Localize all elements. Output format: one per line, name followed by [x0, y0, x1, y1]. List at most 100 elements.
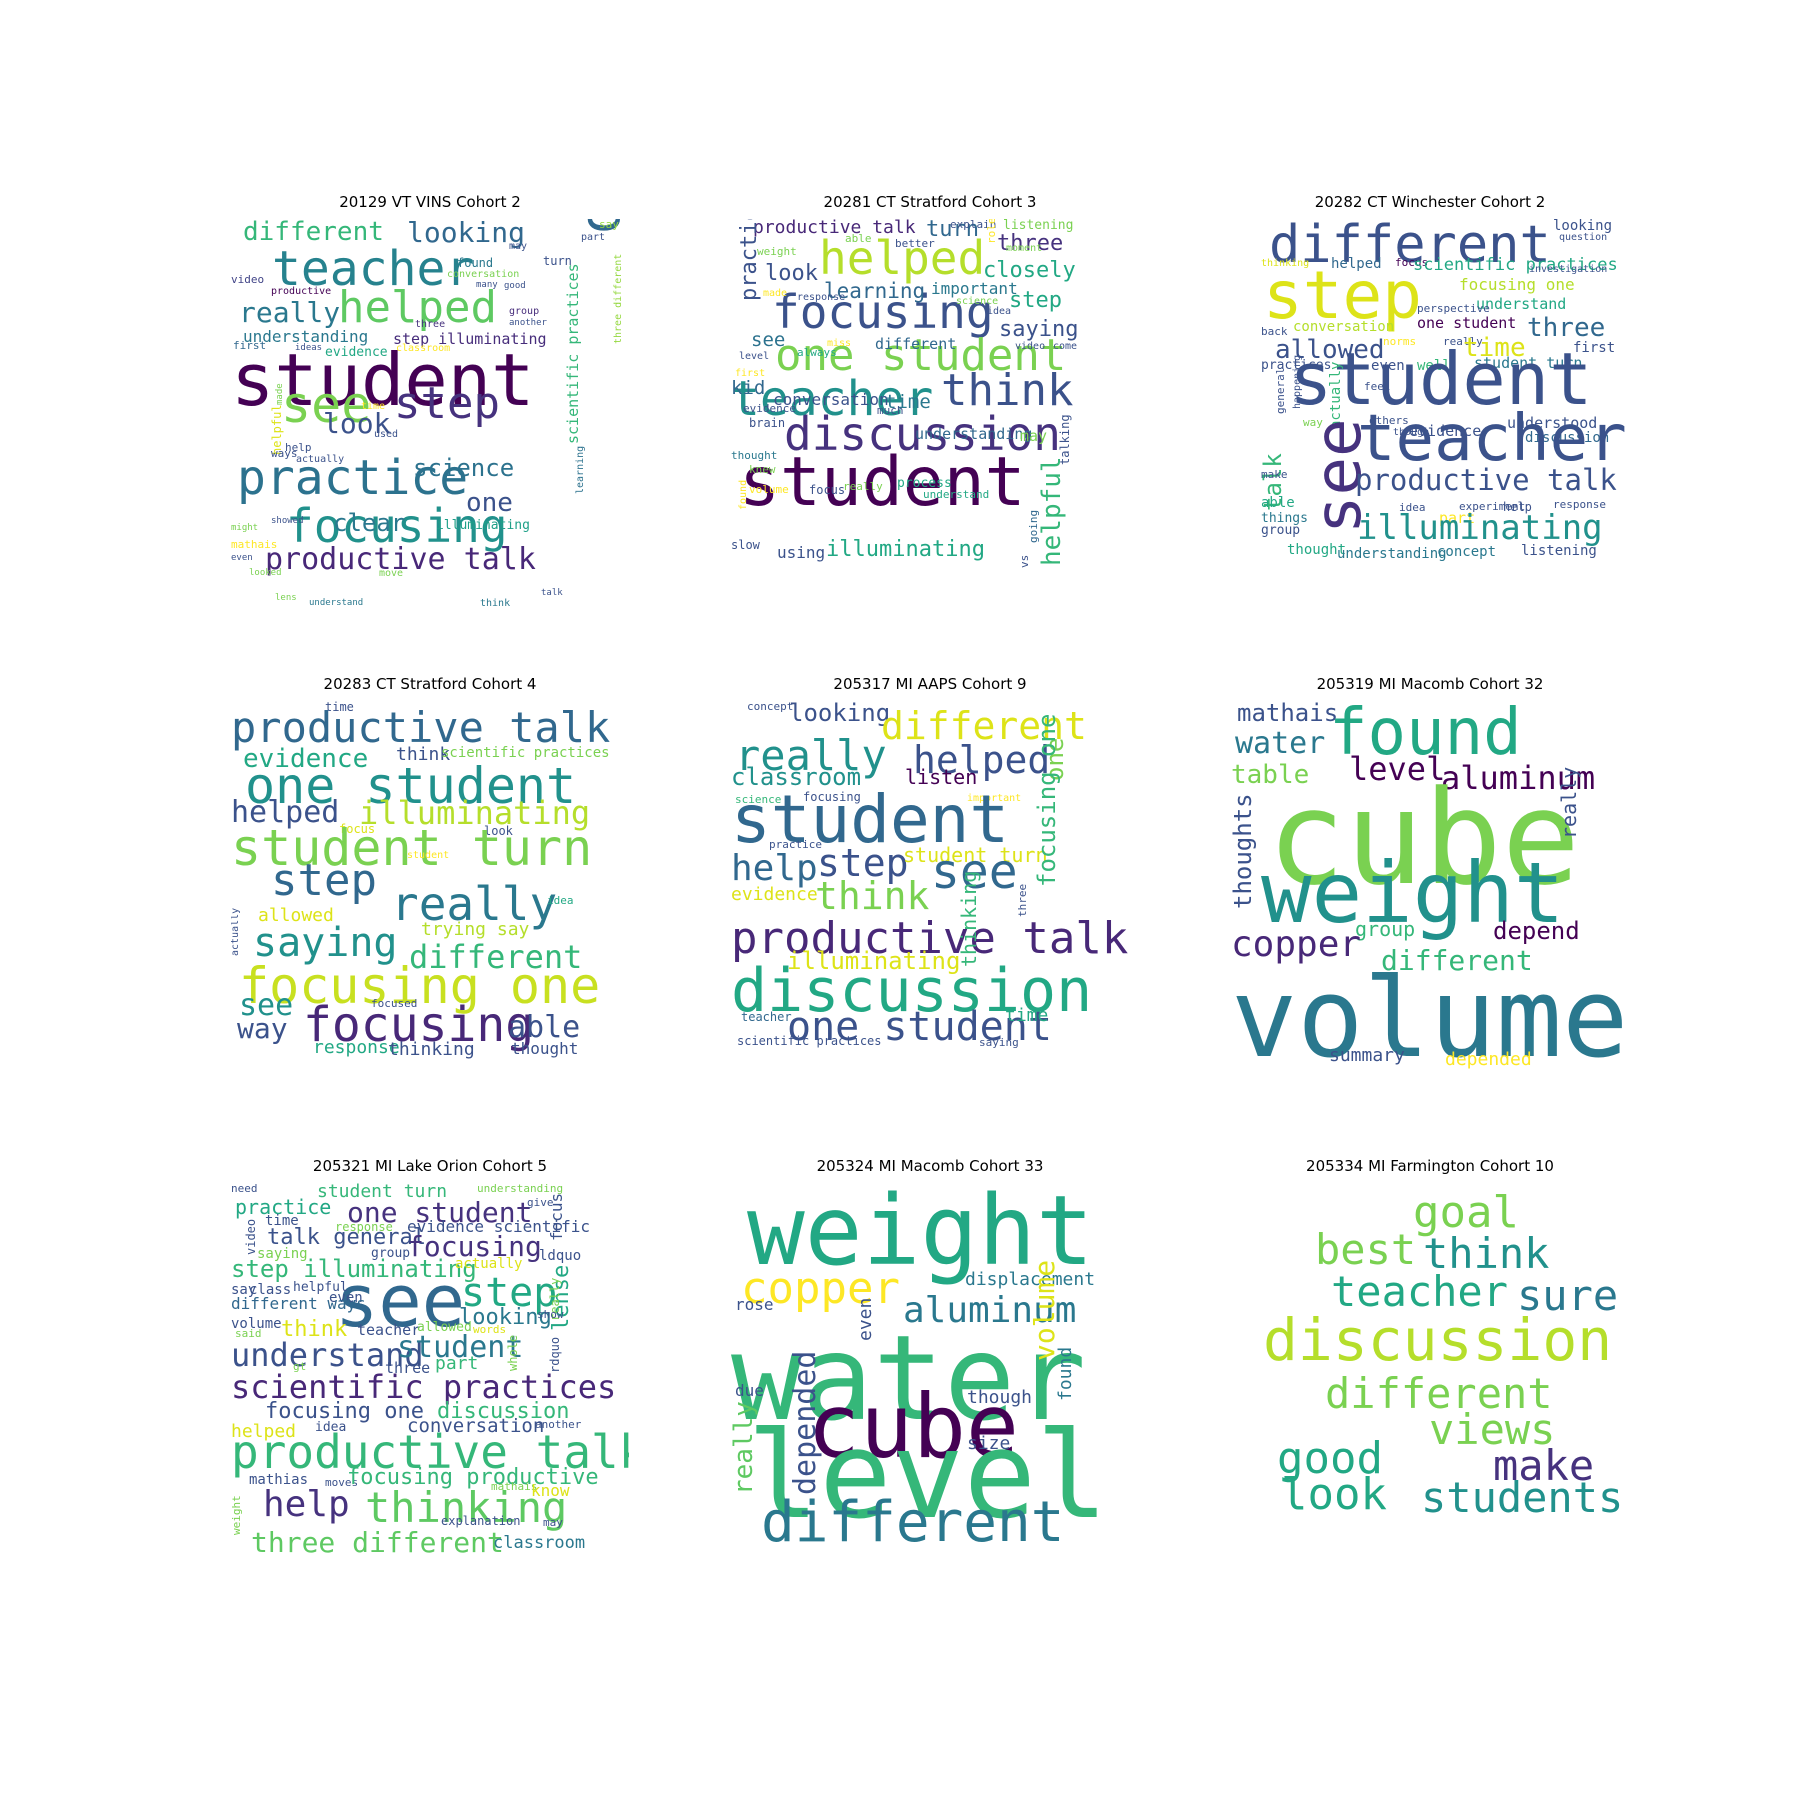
- cloud-word: another: [509, 318, 547, 328]
- cloud-word: kid: [731, 377, 766, 399]
- cloud-word: sure: [1517, 1271, 1619, 1320]
- cloud-word: practice: [769, 838, 822, 851]
- cloud-word: listening: [1003, 219, 1074, 233]
- cloud-word: say: [231, 1282, 257, 1298]
- cloud-word: understand: [1476, 295, 1567, 313]
- cloud-word: help: [285, 441, 312, 454]
- cloud-word: brain: [749, 416, 786, 430]
- cloud-word: saying: [257, 1246, 308, 1262]
- cloud-word: clear: [333, 509, 406, 537]
- cloud-word: actually: [296, 454, 345, 465]
- cloud-word: think: [396, 744, 451, 765]
- cloud-word: focusing: [803, 790, 861, 804]
- cloud-word: make: [1493, 1441, 1595, 1490]
- cloud-word: thinking: [365, 1483, 568, 1532]
- cloud-word: thought: [1287, 542, 1347, 558]
- wordcloud-panel: 20129 VT VINS Cohort 2studentdiscussiont…: [231, 193, 629, 617]
- cloud-word: different: [875, 335, 957, 353]
- cloud-word: way: [237, 1012, 288, 1045]
- cloud-word: even: [231, 553, 253, 563]
- cloud-word: important: [967, 793, 1022, 804]
- cloud-word: need: [231, 1183, 258, 1195]
- cloud-word: understanding: [477, 1183, 564, 1195]
- cloud-word: students: [1421, 1473, 1624, 1522]
- cloud-word: help: [1503, 500, 1532, 514]
- cloud-word: feel: [1364, 380, 1391, 393]
- cloud-word: understood: [1507, 414, 1598, 432]
- cloud-word: illuminating: [826, 537, 985, 562]
- cloud-word: able: [1261, 495, 1295, 511]
- cloud-word: class: [249, 1282, 292, 1298]
- cloud-word: practice: [237, 450, 469, 506]
- cloud-word: understanding: [915, 425, 1033, 443]
- cloud-word: water: [1235, 726, 1326, 761]
- cloud-word: trying say: [421, 919, 530, 940]
- cloud-word: classroom: [731, 763, 862, 791]
- cloud-word: scientific practices: [231, 1368, 617, 1406]
- cloud-word: video: [231, 273, 265, 286]
- cloud-word: back: [1261, 325, 1288, 338]
- cloud-word: part: [435, 1353, 479, 1374]
- cloud-word: focusing: [303, 997, 535, 1053]
- cloud-word: productive talk: [265, 542, 536, 577]
- cloud-word: three different: [613, 253, 624, 344]
- cloud-word: talk: [541, 588, 563, 598]
- cloud-word: happening: [1292, 354, 1303, 409]
- cloud-word: first: [1573, 340, 1616, 356]
- cloud-word: level: [739, 351, 770, 362]
- cloud-word: three: [1527, 313, 1606, 343]
- word-cloud: need student turn understanding practice one…: [231, 1183, 629, 1581]
- cloud-word: weight: [231, 1495, 243, 1535]
- cloud-word: actually: [455, 1256, 523, 1272]
- cloud-word: goal: [1413, 1187, 1519, 1238]
- cloud-word: norms: [1383, 335, 1417, 348]
- cloud-word: illuminating: [359, 794, 591, 832]
- cloud-word: different: [243, 219, 384, 247]
- cloud-word: volume: [749, 483, 789, 496]
- cloud-word: showed: [271, 516, 304, 526]
- cloud-word: look: [484, 824, 513, 838]
- cloud-word: conversation: [1293, 319, 1395, 335]
- cloud-word: level: [1349, 750, 1446, 788]
- cloud-word: see: [239, 988, 294, 1023]
- cloud-word: words: [473, 1323, 507, 1336]
- cloud-word: science: [956, 296, 999, 307]
- cloud-word: student: [397, 1330, 524, 1365]
- cloud-word: volume: [1028, 1259, 1061, 1361]
- cloud-word: may: [509, 241, 528, 252]
- cloud-word: time: [361, 401, 386, 412]
- cloud-word: student: [231, 338, 535, 422]
- cloud-word: step illuminating: [393, 330, 547, 348]
- cloud-word: step: [271, 855, 377, 906]
- cloud-word: focusing: [407, 1230, 542, 1263]
- word-cloud: concept looking different really helped one cl…: [731, 701, 1129, 1099]
- cloud-word: different: [1325, 1369, 1553, 1418]
- cloud-word: step: [1263, 257, 1422, 334]
- cloud-word: focusing: [772, 285, 994, 339]
- cloud-word: idea: [1399, 501, 1426, 514]
- cloud-word: response: [335, 1220, 393, 1234]
- word-cloud: student discussion teacher focusing helped on…: [731, 219, 1129, 617]
- cloud-word: even: [329, 1290, 363, 1306]
- cloud-word: turn: [926, 219, 979, 242]
- cloud-word: scientific practices: [737, 1034, 882, 1048]
- cloud-word: process: [897, 476, 952, 491]
- cloud-word: come: [1053, 341, 1078, 352]
- cloud-word: student turn: [317, 1183, 448, 1202]
- cloud-word: move: [379, 568, 404, 579]
- cloud-word: rose: [735, 1295, 774, 1314]
- cloud-word: volume: [231, 1316, 282, 1332]
- cloud-word: see: [335, 1259, 466, 1343]
- cloud-word: different: [1381, 944, 1533, 977]
- cloud-word: moment: [1006, 243, 1043, 254]
- cloud-word: classroom: [396, 343, 451, 354]
- cloud-word: look: [1281, 1469, 1387, 1520]
- cloud-word: good: [504, 281, 526, 291]
- cloud-word: different: [409, 938, 583, 976]
- panel-title: 205317 MI AAPS Cohort 9: [833, 675, 1027, 693]
- cloud-word: allowed: [1275, 335, 1385, 365]
- cloud-word: found: [1329, 701, 1522, 770]
- cloud-word: ldquo: [539, 1248, 582, 1264]
- cloud-word: things: [1261, 511, 1308, 526]
- cloud-word: show: [537, 1308, 564, 1321]
